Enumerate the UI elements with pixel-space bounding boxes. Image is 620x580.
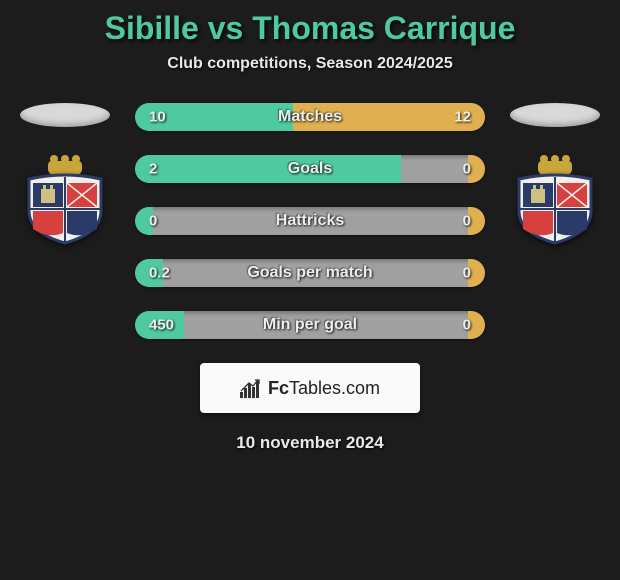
stat-bars: 10 12 Matches 2 0 Goals 0 0 Hattricks 0.2 0 Goals p…	[135, 103, 485, 339]
shield-icon	[513, 173, 597, 245]
comparison-widget: Sibille vs Thomas Carrique Club competit…	[0, 0, 620, 463]
brand-fc: Fc	[268, 378, 289, 399]
brand-tables: Tables.com	[289, 378, 380, 399]
stat-value-right: 0	[463, 213, 471, 230]
date-line: 10 november 2024	[0, 433, 620, 453]
stat-label: Matches	[278, 108, 342, 126]
player-photo-placeholder-right	[510, 103, 600, 127]
club-crest-right	[510, 157, 600, 247]
stat-value-right: 0	[463, 265, 471, 282]
subtitle: Club competitions, Season 2024/2025	[0, 55, 620, 73]
stat-bar: 10 12 Matches	[135, 103, 485, 131]
stat-value-right: 0	[463, 161, 471, 178]
page-title: Sibille vs Thomas Carrique	[0, 10, 620, 47]
stat-bar: 450 0 Min per goal	[135, 311, 485, 339]
stat-bar: 0 0 Hattricks	[135, 207, 485, 235]
stat-value-right: 12	[454, 109, 471, 126]
stat-fill-left	[135, 155, 401, 183]
player-photo-placeholder-left	[20, 103, 110, 127]
stat-label: Goals	[288, 160, 332, 178]
chart-growth-icon	[240, 378, 262, 398]
club-crest-left	[20, 157, 110, 247]
stat-label: Min per goal	[263, 316, 357, 334]
main-row: 10 12 Matches 2 0 Goals 0 0 Hattricks 0.2 0 Goals p…	[0, 103, 620, 339]
stat-bar: 2 0 Goals	[135, 155, 485, 183]
stat-value-left: 0	[149, 213, 157, 230]
brand-badge[interactable]: Fc Tables.com	[200, 363, 420, 413]
stat-bar: 0.2 0 Goals per match	[135, 259, 485, 287]
right-column	[505, 103, 605, 247]
shield-icon	[23, 173, 107, 245]
left-column	[15, 103, 115, 247]
stat-value-left: 2	[149, 161, 157, 178]
stat-value-left: 10	[149, 109, 166, 126]
stat-label: Hattricks	[276, 212, 344, 230]
brand-text: Fc Tables.com	[268, 378, 380, 399]
stat-value-left: 450	[149, 317, 174, 334]
stat-value-left: 0.2	[149, 265, 170, 282]
stat-label: Goals per match	[247, 264, 372, 282]
stat-value-right: 0	[463, 317, 471, 334]
